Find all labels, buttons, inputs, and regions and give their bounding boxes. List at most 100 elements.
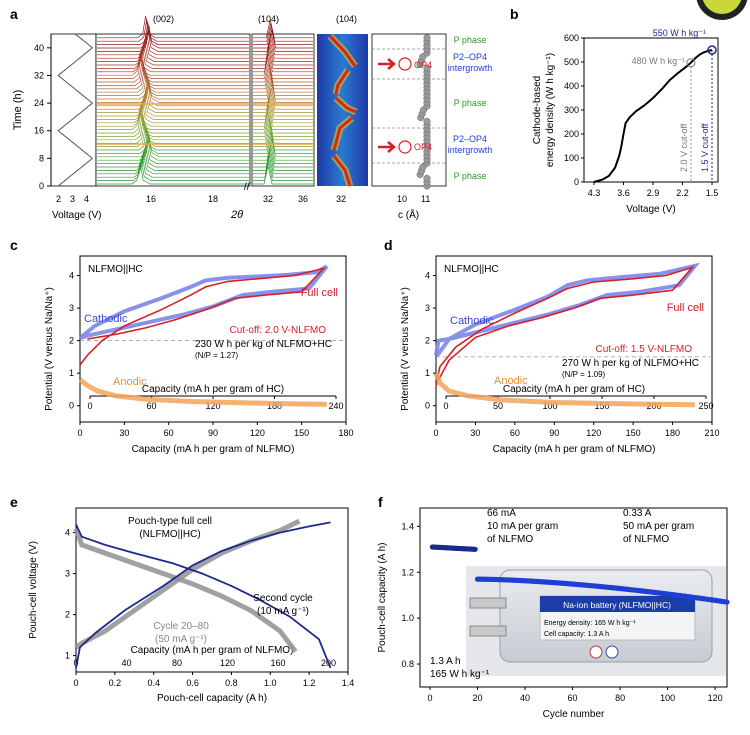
full-cell-curve xyxy=(79,266,327,366)
photo-capacity: Cell capacity: 1.3 A h xyxy=(544,631,609,638)
phase-intergrowth-bottom: intergrowth xyxy=(448,145,493,155)
ah-tick-label: 0.8 xyxy=(225,678,238,688)
x-tick-label-b: 4.3 xyxy=(588,188,601,198)
panel-label-b: b xyxy=(510,6,519,22)
xrd-pattern xyxy=(97,107,249,130)
pouch-voltage-label: Pouch-cell voltage (V) xyxy=(28,541,39,639)
nlfmo-tick-label-e: 80 xyxy=(172,658,182,668)
xrd-pattern xyxy=(97,59,249,83)
logo-a xyxy=(589,645,603,659)
np-ratio-label: (N/P = 1.09) xyxy=(562,370,606,379)
xrd-pattern xyxy=(97,141,249,164)
potential-tick-label: 1 xyxy=(425,368,430,378)
xrd-pattern xyxy=(97,66,249,90)
pouch-capacity-label: Pouch-cell capacity (A h) xyxy=(377,542,388,652)
phase-p2op4-top: P2–OP4 xyxy=(453,52,487,62)
peak-label-104-map: (104) xyxy=(336,14,357,24)
hc-capacity-tick-label: 0 xyxy=(443,401,448,411)
hc-capacity-tick-label: 150 xyxy=(594,401,609,411)
nlfmo-capacity-label-e: Capacity (mA h per gram of NLFMO) xyxy=(131,645,294,656)
cutoff-label: Cut-off: 1.5 V-NLFMO xyxy=(595,344,692,355)
second-cycle-label: Second cycle xyxy=(253,593,313,604)
xrd-pattern xyxy=(97,39,249,62)
rate-50ma: 50 mA per gram xyxy=(623,521,694,532)
nlfmo-tick-label: 120 xyxy=(586,428,601,438)
nlfmo-tick-label: 30 xyxy=(119,428,129,438)
cathodic-curve xyxy=(434,262,701,357)
voltage-trace xyxy=(57,33,94,187)
nlfmo-tick-label: 150 xyxy=(294,428,309,438)
phase-boundaries xyxy=(372,48,446,164)
photo-title: Na-ion battery (NLFMO||HC) xyxy=(563,600,671,610)
time-tick-label: 16 xyxy=(34,126,44,136)
ah-tick-label: 0 xyxy=(73,678,78,688)
nlfmo-tick-label-e: 160 xyxy=(271,658,286,668)
op4-label-top: OP4 xyxy=(414,60,432,70)
hc-capacity-tick-label: 250 xyxy=(698,401,713,411)
potential-tick-label: 3 xyxy=(69,303,74,313)
anodic-label: Anodic xyxy=(113,376,147,388)
anodic-curve xyxy=(78,377,327,407)
c-lattice-point xyxy=(423,64,431,72)
c-axis-label: c (Å) xyxy=(398,208,419,221)
c-lattice-point xyxy=(423,117,431,125)
potential-tick-label: 1 xyxy=(69,368,74,378)
y-tick-label-b: 100 xyxy=(564,153,579,163)
nlfmo-tick-label-e: 120 xyxy=(220,658,235,668)
anodic-label: Anodic xyxy=(494,375,528,387)
energy-curve xyxy=(593,49,713,183)
xrd-patterns xyxy=(97,15,313,185)
legend-title: NLFMO||HC xyxy=(444,264,499,275)
marker-550 xyxy=(707,45,717,55)
current-66ma: 66 mA xyxy=(487,508,516,519)
xrd-pattern xyxy=(97,53,249,76)
hc-capacity-tick-label: 50 xyxy=(493,401,503,411)
panel-label-a: a xyxy=(10,6,18,22)
nlfmo-tick-label: 90 xyxy=(208,428,218,438)
panel-label-c: c xyxy=(10,237,18,253)
cycle-tick-label: 60 xyxy=(568,693,578,703)
op4-circle-bottom xyxy=(398,140,412,154)
x-axis-label-b: Voltage (V) xyxy=(626,204,675,215)
logo-b xyxy=(605,645,619,659)
nlfmo-tick-label: 60 xyxy=(164,428,174,438)
contour-peak xyxy=(328,34,357,187)
c-lattice-point xyxy=(423,34,431,42)
nlfmo-tick-label: 0 xyxy=(77,428,82,438)
nlfmo-capacity-label: Capacity (mA h per gram of NLFMO) xyxy=(493,444,656,455)
time-axis-label: Time (h) xyxy=(12,90,24,131)
xrd-pattern xyxy=(97,114,249,137)
op4-label-bottom: OP4 xyxy=(414,142,432,152)
potential-tick-label: 4 xyxy=(69,271,74,281)
xrd-pattern xyxy=(97,124,249,147)
nlfmo-tick-label-e: 0 xyxy=(73,658,78,668)
hc-capacity-tick-label: 240 xyxy=(328,401,343,411)
peak-label-002: (002) xyxy=(153,14,174,24)
voltage-tick-4: 4 xyxy=(84,194,89,204)
xrd-pattern xyxy=(97,19,249,42)
peak-label-104: (104) xyxy=(258,14,279,24)
hc-capacity-label: Capacity (mA h per gram of HC) xyxy=(503,384,645,395)
xrd-pattern xyxy=(97,148,249,171)
map-tick-32: 32 xyxy=(336,194,346,204)
label-cutoff-15v: 1.5 V cut-off xyxy=(700,123,710,172)
y-axis-label-b-1: Cathode-based xyxy=(532,76,543,144)
xrd-pattern xyxy=(97,100,249,124)
c-lattice-point xyxy=(423,174,431,182)
capacity-tick-label-f: 1.2 xyxy=(401,567,414,577)
xrd-pattern xyxy=(97,70,249,93)
plot-frame xyxy=(435,255,713,423)
panel-b: b 0 100 200 300 400 500 600 4.3 3.6 2.9 2.2 1.5 Volt… xyxy=(510,6,719,215)
ah-tick-label: 1.0 xyxy=(264,678,277,688)
xrd-pattern xyxy=(97,161,249,185)
ah-capacity-label: Pouch-cell capacity (A h) xyxy=(157,693,267,704)
panel-label-e: e xyxy=(10,494,18,510)
capacity-tick-label-f: 1.4 xyxy=(401,521,414,531)
ah-tick-label: 0.2 xyxy=(109,678,122,688)
nlfmo-capacity-label: Capacity (mA h per gram of NLFMO) xyxy=(132,444,295,455)
cutoff-label: Cut-off: 2.0 V-NLFMO xyxy=(229,325,326,336)
voltage-tick-label-e: 4 xyxy=(65,528,70,538)
capacity-point-50ma xyxy=(724,599,730,605)
time-tick-label: 24 xyxy=(34,98,44,108)
